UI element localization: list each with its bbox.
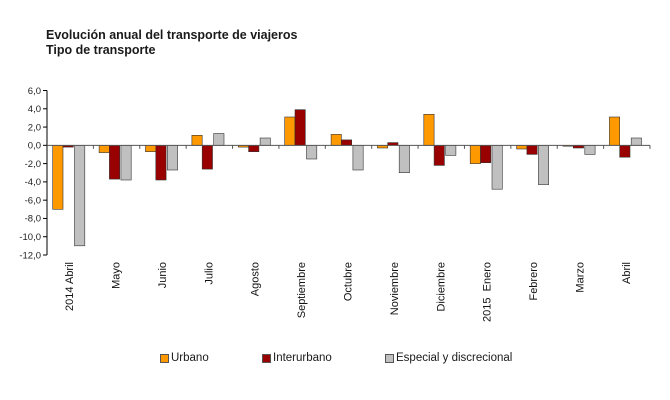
legend-item-urbano: Urbano xyxy=(160,352,209,364)
axes-group xyxy=(43,90,651,256)
bar-especial-4 xyxy=(259,137,271,146)
bar-urbano-0 xyxy=(52,145,64,210)
chart-title-block: Evolución anual del transporte de viajer… xyxy=(46,28,297,58)
bar-interurbano-10 xyxy=(526,145,538,155)
bar-especial-5 xyxy=(306,145,318,160)
bar-especial-10 xyxy=(538,145,550,185)
y-tick-label: 4,0 xyxy=(28,104,41,115)
legend-swatch-urbano xyxy=(160,353,169,363)
legend-swatch-interurbano xyxy=(262,353,271,363)
x-category-label: Febrero xyxy=(528,262,540,301)
x-category-label: Abril xyxy=(621,262,633,284)
legend-label-interurbano: Interurbano xyxy=(273,352,332,364)
bar-interurbano-4 xyxy=(248,145,260,153)
x-category-label: Julio xyxy=(203,262,215,285)
x-category-label: 2015 Enero xyxy=(482,262,494,322)
y-tick-labels: 6,0 4,0 2,0 0,0 -2,0 -4,0 -6,0 -8,0 -10,0 -12,0 xyxy=(19,86,41,261)
chart-title: Evolución anual del transporte de viajer… xyxy=(46,28,298,42)
x-category-label: Noviembre xyxy=(389,262,401,315)
bar-interurbano-6 xyxy=(341,139,352,146)
legend-item-interurbano: Interurbano xyxy=(262,352,332,364)
x-category-label: Marzo xyxy=(574,262,586,293)
legend: Urbano Interurbano Especial y discrecion… xyxy=(0,352,670,370)
bar-urbano-12 xyxy=(609,116,621,146)
x-category-labels: 2014 Abril Mayo Junio Julio Agosto Septiembre… xyxy=(64,262,633,322)
x-category-label: Junio xyxy=(157,262,169,288)
bar-especial-8 xyxy=(445,145,457,156)
y-tick-label: -12,0 xyxy=(19,250,41,261)
y-tick-label: 0,0 xyxy=(28,141,41,152)
bar-urbano-3 xyxy=(191,135,203,146)
legend-label-urbano: Urbano xyxy=(171,352,209,364)
x-category-label: 2014 Abril xyxy=(64,262,76,311)
bar-interurbano-8 xyxy=(433,145,445,166)
bar-urbano-9 xyxy=(469,145,481,164)
bar-especial-9 xyxy=(491,145,503,190)
x-category-label: Diciembre xyxy=(435,262,447,312)
bar-interurbano-1 xyxy=(109,145,121,180)
bar-especial-2 xyxy=(167,145,178,171)
y-tick-label: -4,0 xyxy=(25,177,41,188)
bar-especial-11 xyxy=(584,145,596,155)
bar-especial-12 xyxy=(630,137,642,146)
x-category-label: Agosto xyxy=(250,262,262,296)
bars-group xyxy=(52,109,642,247)
bar-interurbano-9 xyxy=(480,145,492,164)
legend-swatch-especial xyxy=(385,353,394,363)
bar-especial-3 xyxy=(213,133,225,146)
bar-urbano-10 xyxy=(516,145,528,150)
y-tick-label: -10,0 xyxy=(19,232,41,243)
bar-especial-0 xyxy=(74,145,86,247)
bar-urbano-1 xyxy=(98,145,110,153)
bar-urbano-2 xyxy=(145,145,157,153)
bar-urbano-6 xyxy=(330,134,342,146)
x-category-label: Mayo xyxy=(111,262,123,289)
y-tick-label: 6,0 xyxy=(28,86,41,97)
legend-label-especial: Especial y discrecional xyxy=(396,352,513,364)
bar-interurbano-5 xyxy=(294,109,306,146)
bar-interurbano-2 xyxy=(155,145,167,181)
bar-interurbano-12 xyxy=(619,145,631,158)
legend-item-especial: Especial y discrecional xyxy=(385,352,512,364)
bar-especial-1 xyxy=(120,145,132,181)
chart-subtitle: Tipo de transporte xyxy=(46,43,156,57)
bar-especial-6 xyxy=(352,145,364,171)
y-tick-label: -2,0 xyxy=(25,159,41,170)
bar-urbano-8 xyxy=(423,114,435,146)
y-tick-label: -8,0 xyxy=(25,214,41,225)
bar-especial-7 xyxy=(398,145,410,174)
y-tick-label: -6,0 xyxy=(25,195,41,206)
x-category-label: Septiembre xyxy=(296,262,308,318)
y-tick-label: 2,0 xyxy=(28,122,41,133)
bar-interurbano-3 xyxy=(201,145,213,170)
bar-urbano-5 xyxy=(284,116,296,146)
x-category-label: Octubre xyxy=(343,262,355,301)
